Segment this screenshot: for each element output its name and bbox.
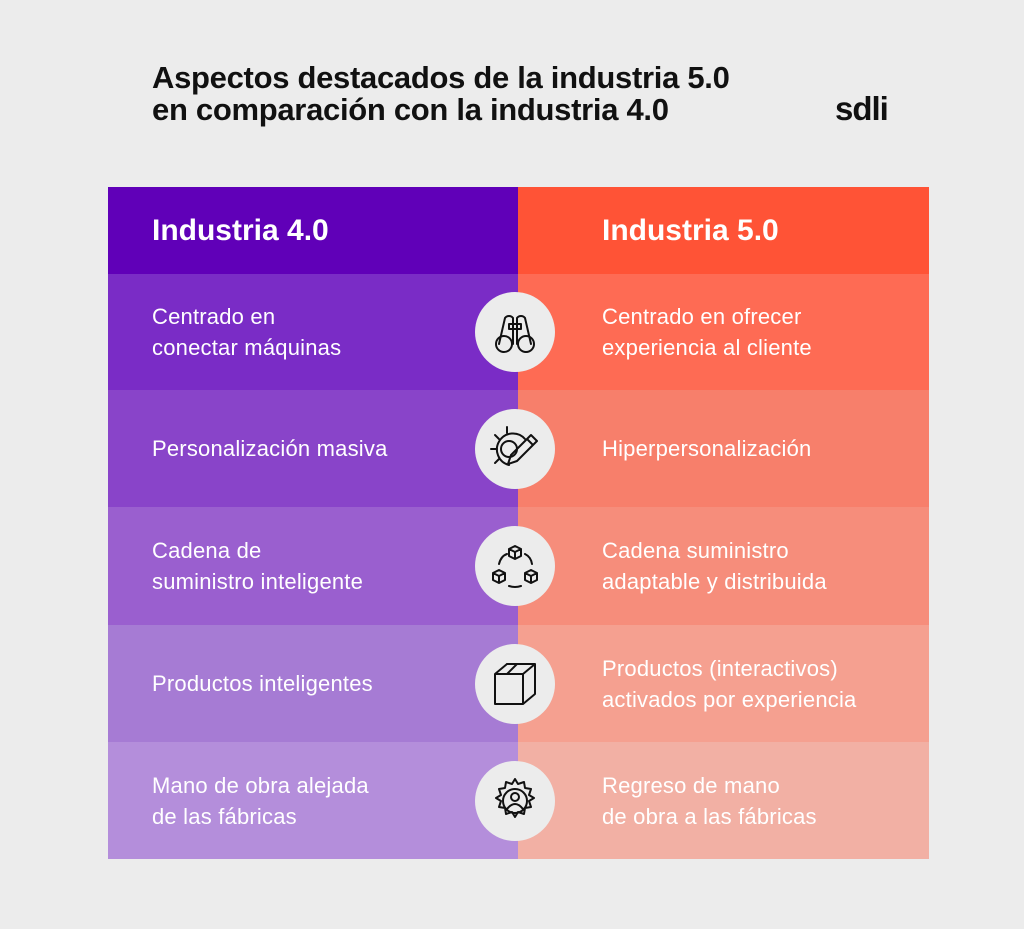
supply-cycle-icon — [475, 526, 555, 606]
page-title: Aspectos destacados de la industria 5.0 … — [152, 62, 730, 126]
industria-4-cell: Personalización masiva — [108, 390, 518, 507]
gear-person-icon — [475, 760, 555, 841]
box-icon — [475, 643, 555, 724]
sdli-logo: sdli — [835, 90, 889, 127]
industria-5-cell: Cadena suministro adaptable y distribuid… — [518, 507, 929, 625]
industria-4-cell: Productos inteligentes — [108, 625, 518, 742]
industria-4-cell: Mano de obra alejada de las fábricas — [108, 742, 518, 859]
industria-5-cell: Regreso de mano de obra a las fábricas — [518, 742, 929, 859]
header-industria-4: Industria 4.0 — [108, 187, 518, 274]
gear-pencil-icon — [475, 408, 555, 489]
header-industria-5: Industria 5.0 — [518, 187, 929, 274]
industria-5-cell: Productos (interactivos) activados por e… — [518, 625, 929, 742]
industria-4-cell: Centrado en conectar máquinas — [108, 274, 518, 390]
industria-5-cell: Hiperpersonalización — [518, 390, 929, 507]
title-line-2: en comparación con la industria 4.0 — [152, 92, 669, 127]
binoculars-icon — [475, 292, 555, 372]
industria-5-cell: Centrado en ofrecer experiencia al clien… — [518, 274, 929, 390]
comparison-table: Industria 4.0 Industria 5.0 Centrado en … — [108, 187, 929, 859]
industria-4-cell: Cadena de suministro inteligente — [108, 507, 518, 625]
title-line-1: Aspectos destacados de la industria 5.0 — [152, 60, 730, 95]
